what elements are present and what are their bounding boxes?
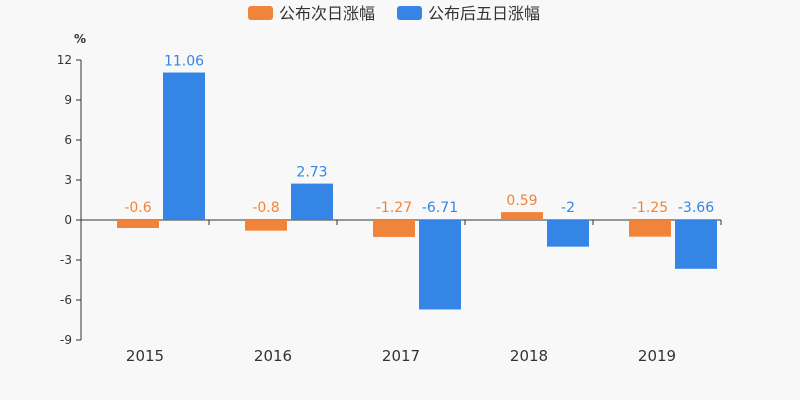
data-label-1-3: -2 <box>561 200 575 216</box>
data-labels: -0.6 -0.8 -1.27 0.59 -1.25 11.06 2.73 -6.71 -2 -3… <box>124 54 714 216</box>
bar-0-0[interactable] <box>117 220 159 228</box>
x-category-label-2: 2017 <box>382 347 420 365</box>
x-category-label-0: 2015 <box>126 347 164 365</box>
data-label-0-4: -1.25 <box>632 200 668 216</box>
data-label-1-0: 11.06 <box>164 54 204 70</box>
bar-1-1[interactable] <box>291 183 333 220</box>
legend-label-1[interactable]: 公布后五日涨幅 <box>428 4 540 23</box>
x-category-label-3: 2018 <box>510 347 548 365</box>
bar-1-2[interactable] <box>419 220 461 310</box>
bar-1-0[interactable] <box>163 72 205 221</box>
data-label-1-2: -6.71 <box>422 200 458 216</box>
y-tick-label-2: 6 <box>64 133 72 147</box>
bar-0-3[interactable] <box>501 212 543 220</box>
data-label-0-1: -0.8 <box>252 200 279 216</box>
data-label-0-2: -1.27 <box>376 200 412 216</box>
y-tick-label-7: -9 <box>60 333 72 347</box>
bar-1-4[interactable] <box>675 220 717 269</box>
x-category-label-1: 2016 <box>254 347 292 365</box>
legend[interactable]: 公布次日涨幅 公布后五日涨幅 <box>248 4 540 23</box>
bar-0-2[interactable] <box>373 220 415 237</box>
y-axis: 12 9 6 3 0 -3 -6 -9 <box>57 53 82 347</box>
bars <box>117 72 717 310</box>
y-tick-label-6: -6 <box>60 293 72 307</box>
data-label-1-4: -3.66 <box>678 200 714 216</box>
data-label-0-3: 0.59 <box>506 193 537 209</box>
y-tick-label-5: -3 <box>60 253 72 267</box>
legend-swatch-0[interactable] <box>248 6 273 20</box>
bar-1-3[interactable] <box>547 220 589 247</box>
legend-swatch-1[interactable] <box>397 6 422 20</box>
y-axis-unit-label: % <box>74 32 86 46</box>
data-label-0-0: -0.6 <box>124 200 151 216</box>
bar-0-1[interactable] <box>245 220 287 231</box>
legend-label-0[interactable]: 公布次日涨幅 <box>279 4 375 23</box>
x-axis: 2015 2016 2017 2018 2019 <box>80 219 722 365</box>
y-tick-label-3: 3 <box>64 173 72 187</box>
x-category-label-4: 2019 <box>638 347 676 365</box>
bar-0-4[interactable] <box>629 220 671 237</box>
y-tick-label-1: 9 <box>64 93 72 107</box>
y-tick-label-4: 0 <box>64 213 72 227</box>
data-label-1-1: 2.73 <box>296 165 327 181</box>
y-tick-label-0: 12 <box>57 53 72 67</box>
